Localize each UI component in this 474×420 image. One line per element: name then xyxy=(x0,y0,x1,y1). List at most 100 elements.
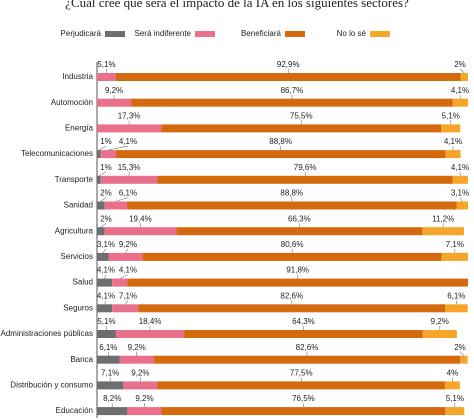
bar-segment xyxy=(444,304,468,313)
legend-swatch xyxy=(285,31,305,37)
bar-segment xyxy=(97,252,109,261)
bar-segment xyxy=(97,150,101,159)
bar-segment xyxy=(452,175,468,184)
y-tick-label: Automoción xyxy=(51,98,93,107)
bar-segment xyxy=(97,278,113,287)
bar-segment xyxy=(115,330,185,338)
legend-label: No lo sé xyxy=(337,29,367,38)
label-leader xyxy=(100,197,107,202)
value-label: 1% xyxy=(100,137,112,146)
value-label: 18,4% xyxy=(139,317,162,326)
value-label: 4,1% xyxy=(97,266,115,275)
value-label: 4,1% xyxy=(451,163,469,172)
y-tick-label: Educación xyxy=(56,406,93,415)
value-label: 6,1% xyxy=(119,189,137,198)
bar-segment xyxy=(422,227,464,236)
bar-segment xyxy=(112,278,128,287)
bar-segment xyxy=(115,150,446,159)
value-label: 9,2% xyxy=(105,86,123,95)
value-label: 9,2% xyxy=(135,394,153,403)
bar-segment xyxy=(97,304,113,313)
label-leader xyxy=(100,222,107,228)
y-tick-label: Banca xyxy=(70,355,93,364)
value-label: 86,7% xyxy=(281,86,304,95)
bar-segment xyxy=(460,355,468,364)
bar-segment xyxy=(456,201,468,210)
bar-segment xyxy=(153,355,461,364)
label-leader xyxy=(119,274,129,279)
value-label: 2% xyxy=(454,343,466,352)
value-label: 1% xyxy=(100,163,112,172)
value-label: 88,8% xyxy=(269,137,292,146)
bar-segment xyxy=(97,227,105,236)
bar-segment xyxy=(161,407,446,416)
label-leader xyxy=(104,300,107,305)
value-label: 19,4% xyxy=(129,214,152,223)
label-leader xyxy=(459,68,465,74)
bar-segment xyxy=(157,381,445,390)
value-label: 2% xyxy=(100,214,112,223)
legend-swatch xyxy=(370,31,390,37)
bar-segment xyxy=(97,330,116,338)
value-label: 9,2% xyxy=(131,369,149,378)
value-label: 2% xyxy=(454,60,466,69)
bar-segment xyxy=(142,252,442,261)
value-label: 82,6% xyxy=(280,291,303,300)
bar-segment xyxy=(112,304,139,313)
value-label: 5,1% xyxy=(97,60,115,69)
value-label: 4% xyxy=(447,369,459,378)
label-leader xyxy=(98,145,107,151)
bar-segment xyxy=(97,98,132,107)
y-tick-label: Seguros xyxy=(63,303,93,312)
bar-segment xyxy=(445,150,461,159)
legend-label: Será indiferente xyxy=(135,29,192,38)
value-label: 66,3% xyxy=(288,214,311,223)
legend-label: Beneficiará xyxy=(241,29,282,38)
bar-segment xyxy=(104,201,128,210)
value-label: 11,2% xyxy=(432,214,454,223)
value-label: 17,3% xyxy=(118,112,141,121)
bar-segment xyxy=(184,330,423,338)
value-label: 92,9% xyxy=(277,60,300,69)
value-label: 76,5% xyxy=(292,394,315,403)
value-label: 6,1% xyxy=(447,291,465,300)
bar-segment xyxy=(97,124,162,133)
y-tick-label: Telecomunicaciones xyxy=(21,149,93,158)
legend-label: Perjudicará xyxy=(61,29,102,38)
value-label: 7,1% xyxy=(101,369,119,378)
label-leader xyxy=(108,145,129,151)
y-tick-label: Transporte xyxy=(55,175,94,184)
y-tick-label: Salud xyxy=(73,278,93,287)
value-label: 3,1% xyxy=(451,189,469,198)
chart-title: ¿Cuál cree que será el impacto de la IA … xyxy=(65,0,409,10)
bar-segment xyxy=(176,227,423,236)
value-label: 6,1% xyxy=(99,343,117,352)
bar-segment xyxy=(123,381,158,390)
bar-segment xyxy=(97,201,105,210)
value-label: 77,5% xyxy=(290,369,313,378)
value-label: 8,2% xyxy=(103,394,121,403)
bar-segment xyxy=(157,175,453,184)
bar-segment xyxy=(100,150,116,159)
bar-segment xyxy=(441,252,468,261)
label-leader xyxy=(104,274,107,279)
bar-segment xyxy=(441,124,461,133)
value-label: 4,1% xyxy=(444,137,462,146)
y-tick-label: Administraciones públicas xyxy=(1,329,94,338)
y-tick-label: Sanidad xyxy=(64,201,93,210)
label-leader xyxy=(115,197,129,202)
bar-segment xyxy=(97,355,120,364)
bar-segment xyxy=(97,407,128,416)
value-label: 80,6% xyxy=(281,240,304,249)
value-label: 2% xyxy=(100,189,112,198)
bar-segment xyxy=(97,381,124,390)
bar-segment xyxy=(115,73,461,81)
label-leader xyxy=(102,248,107,254)
y-tick-label: Agricultura xyxy=(55,226,94,235)
value-label: 82,6% xyxy=(296,343,319,352)
label-leader xyxy=(459,351,465,356)
value-label: 7,1% xyxy=(446,240,464,249)
value-label: 15,3% xyxy=(118,163,141,172)
value-label: 5,1% xyxy=(97,317,115,326)
